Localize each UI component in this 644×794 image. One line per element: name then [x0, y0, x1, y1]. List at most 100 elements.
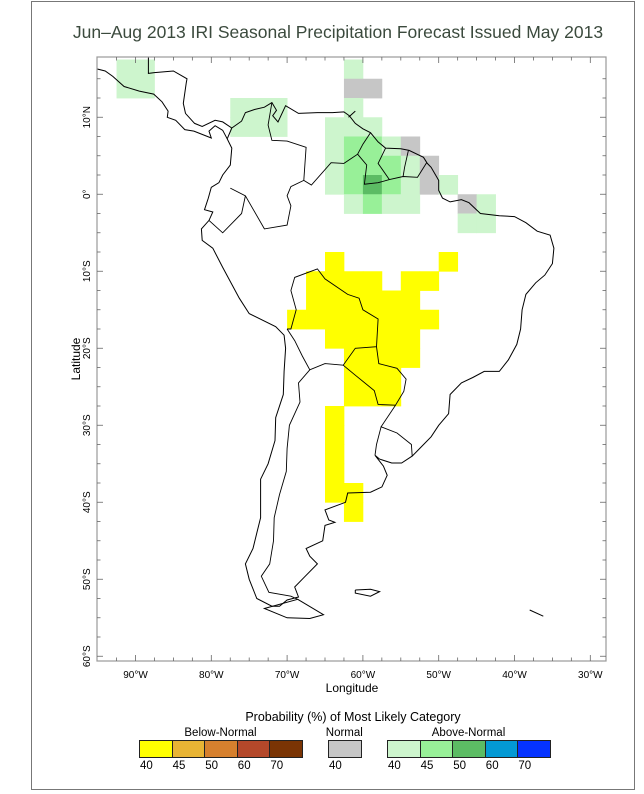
map-title: Jun–Aug 2013 IRI Seasonal Precipitation …	[72, 22, 604, 42]
legend-group-label: Below-Normal	[184, 727, 257, 739]
lat-tick-label: 0°	[82, 189, 93, 199]
legend-swatch	[204, 740, 238, 758]
lat-tick-label: 10°S	[82, 260, 93, 282]
forecast-cell-below	[381, 367, 402, 388]
forecast-cell-normal	[419, 175, 440, 195]
coastline	[147, 57, 233, 129]
forecast-cell-below	[306, 271, 326, 291]
forecast-cell-above	[343, 175, 364, 195]
lat-tick-label: 20°S	[82, 337, 93, 359]
legend-level-label: 40	[140, 760, 153, 772]
forecast-cell-above	[325, 136, 345, 157]
forecast-cell-above	[381, 136, 402, 157]
plot-frame	[96, 56, 607, 662]
coastline	[200, 101, 555, 607]
forecast-cell-below	[343, 367, 364, 388]
forecast-cell-below	[343, 348, 364, 368]
x-axis-title: Longitude	[326, 681, 379, 695]
lat-tick-label: 40°S	[82, 491, 93, 513]
forecast-cell-below	[325, 329, 345, 349]
lon-tick-label: 70°W	[275, 670, 300, 681]
forecast-cell-below	[362, 290, 383, 311]
forecast-cell-normal	[362, 78, 383, 99]
forecast-cell-above	[325, 117, 345, 137]
legend-level-label: 70	[518, 760, 532, 772]
forecast-cell-below	[325, 309, 345, 330]
country-border	[230, 179, 304, 230]
longitude-tick-labels: 90°W 80°W 70°W 60°W 50°W 40°W 30°W	[123, 670, 603, 681]
forecast-cell-below	[362, 367, 383, 388]
forecast-cell-below	[381, 348, 402, 368]
forecast-cell-below	[400, 271, 421, 291]
legend-title: Probability (%) of Most Likely Category	[245, 710, 461, 724]
lon-tick-label: 30°W	[578, 670, 603, 681]
coastline	[262, 598, 325, 620]
lat-tick-label: 30°S	[82, 414, 93, 436]
forecast-cell-above	[400, 194, 421, 214]
forecast-cell-above	[135, 59, 155, 80]
forecast-cell-below	[306, 290, 326, 311]
forecast-cell-below	[325, 483, 345, 503]
forecast-cell-above	[230, 117, 250, 137]
forecast-cell-below	[325, 271, 345, 291]
forecast-cell-normal	[457, 194, 477, 214]
legend-swatch	[452, 740, 486, 758]
legend-swatch	[517, 740, 551, 758]
country-border	[342, 346, 407, 406]
forecast-cell-below	[325, 252, 345, 272]
forecast-cell-above	[343, 117, 364, 137]
forecast-cell-below	[343, 502, 364, 522]
figure-border	[31, 1, 635, 790]
forecast-cell-above	[325, 155, 345, 176]
forecast-cell-below	[400, 348, 421, 368]
forecast-cell-below	[438, 252, 459, 272]
legend-level-label: 45	[172, 760, 186, 772]
forecast-cell-below	[343, 271, 364, 291]
forecast-cell-below	[325, 290, 345, 311]
axis-ticks	[97, 57, 606, 661]
forecast-cell-above	[381, 194, 402, 214]
forecast-cell-above	[249, 117, 269, 137]
forecast-cell-above	[457, 213, 477, 234]
legend-level-label: 60	[237, 760, 251, 772]
forecast-cell-above	[381, 155, 402, 176]
lon-tick-label: 60°W	[351, 670, 376, 681]
forecast-cell-below	[325, 406, 345, 426]
forecast-cell-above	[249, 98, 269, 118]
forecast-cell-below	[362, 329, 383, 349]
forecast-cell-normal	[400, 136, 421, 157]
forecast-cell-below	[325, 425, 345, 445]
forecast-cell-above	[476, 213, 496, 234]
legend-group-label: Normal	[325, 727, 363, 739]
country-border	[260, 369, 311, 600]
forecast-cell-below	[362, 348, 383, 368]
lon-tick-label: 90°W	[123, 670, 148, 681]
forecast-cell-above	[343, 98, 364, 118]
legend-swatch	[139, 740, 173, 758]
forecast-cell-above	[116, 59, 136, 80]
forecast-cell-below	[400, 290, 421, 311]
forecast-cell-above	[343, 194, 364, 214]
forecast-cell-below	[400, 329, 421, 349]
coastline	[529, 609, 544, 617]
forecast-cell-below	[400, 309, 421, 330]
legend-swatch	[269, 740, 303, 758]
forecast-cell-above	[438, 175, 459, 195]
forecast-cell-above	[135, 78, 155, 99]
forecast-cell-above	[362, 194, 383, 214]
legend-swatch	[236, 740, 271, 758]
forecast-cell-above	[362, 117, 383, 137]
lat-tick-label: 60°S	[82, 645, 93, 667]
legend-swatch	[171, 740, 206, 758]
forecast-cell-above	[325, 175, 345, 195]
forecast-cell-below	[287, 309, 307, 330]
country-border	[374, 426, 413, 457]
lon-tick-label: 40°W	[502, 670, 527, 681]
forecast-cell-below	[343, 386, 364, 407]
lon-tick-label: 80°W	[199, 670, 224, 681]
legend-level-label: 40	[388, 760, 401, 772]
lon-tick-label: 50°W	[426, 670, 451, 681]
lat-tick-label: 10°N	[82, 106, 93, 128]
country-border	[357, 153, 427, 185]
